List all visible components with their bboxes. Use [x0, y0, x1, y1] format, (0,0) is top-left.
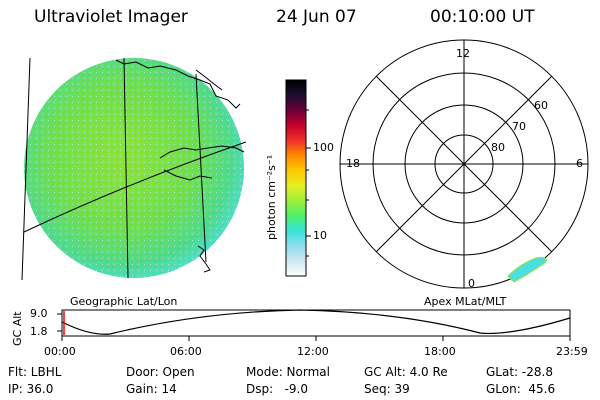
- info-ip: IP: 36.0: [8, 382, 54, 396]
- mlat-label-70: 70: [512, 120, 526, 133]
- colorbar-unit-label: photon cm⁻²s⁻¹: [265, 154, 278, 240]
- gc-ytick-1-8: 1.8: [30, 325, 48, 338]
- info-dsp: Dsp: -9.0: [246, 382, 309, 396]
- polar-plot: [339, 39, 589, 289]
- colorbar-tick-10: 10: [313, 229, 327, 242]
- date-label: 24 Jun 07: [276, 7, 357, 27]
- colorbar-tick-100: 100: [313, 141, 334, 154]
- auroral-patch: [507, 257, 547, 283]
- geo-grid: [21, 57, 247, 281]
- mlt-label-18: 18: [346, 157, 360, 170]
- gc-xtick-2359: 23:59: [556, 345, 588, 358]
- gc-xtick-0000: 00:00: [44, 345, 76, 358]
- colorbar: [285, 79, 311, 277]
- mlt-label-6: 6: [576, 157, 583, 170]
- mlt-label-12: 12: [456, 47, 470, 60]
- info-gain: Gain: 14: [126, 382, 177, 396]
- gc-alt-ylabel: GC Alt: [11, 311, 24, 346]
- gc-alt-plot: [57, 309, 571, 341]
- info-flt: Flt: LBHL: [8, 365, 62, 379]
- info-seq: Seq: 39: [364, 382, 410, 396]
- info-door: Door: Open: [126, 365, 195, 379]
- info-glon: GLon: 45.6: [486, 382, 556, 396]
- polar-panel-label: Apex MLat/MLT: [424, 295, 507, 308]
- gc-xtick-1200: 12:00: [297, 345, 329, 358]
- geo-disk: [24, 58, 244, 278]
- gc-xtick-1800: 18:00: [424, 345, 456, 358]
- info-gc-alt: GC Alt: 4.0 Re: [364, 365, 448, 379]
- gc-ytick-9: 9.0: [30, 307, 48, 320]
- info-mode: Mode: Normal: [246, 365, 330, 379]
- info-glat: GLat: -28.8: [486, 365, 553, 379]
- coastlines: [115, 59, 245, 273]
- gc-xtick-0600: 06:00: [170, 345, 202, 358]
- time-label: 00:10:00 UT: [430, 7, 535, 27]
- geo-panel-label: Geographic Lat/Lon: [70, 295, 178, 308]
- mlat-label-80: 80: [491, 141, 505, 154]
- mlat-label-60: 60: [534, 99, 548, 112]
- instrument-title: Ultraviolet Imager: [34, 7, 188, 27]
- mlt-label-0: 0: [468, 277, 475, 290]
